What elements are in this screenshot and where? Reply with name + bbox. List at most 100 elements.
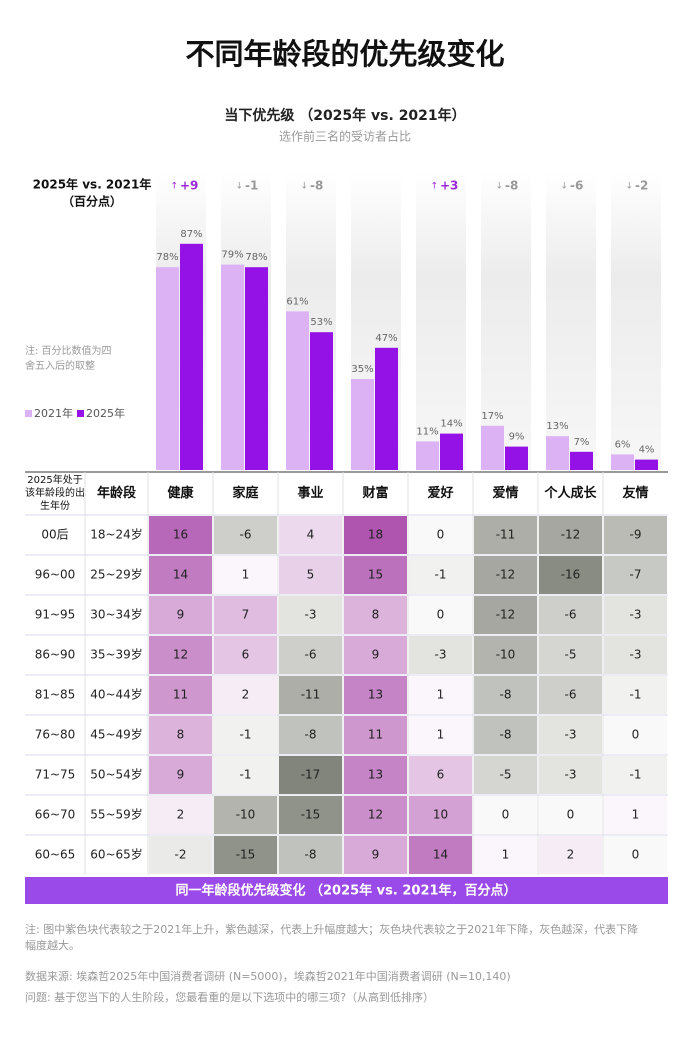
cell: -15 [301, 808, 321, 822]
heat-cell [279, 676, 342, 714]
cell: 2 [567, 848, 575, 862]
cell: -3 [565, 768, 577, 782]
cell: 0 [437, 608, 445, 622]
heat-cell [344, 516, 407, 554]
heat-cell [344, 556, 407, 594]
change-label: -8 [505, 179, 518, 193]
cell: 71~75 [35, 768, 76, 782]
bar [286, 311, 309, 470]
cell: -8 [500, 728, 512, 742]
heat-cell [409, 636, 472, 674]
cell: 14 [173, 568, 188, 582]
change-arrow: ↑ [170, 182, 178, 192]
heat-cell [344, 596, 407, 634]
column-background [546, 172, 596, 470]
heat-cell [539, 516, 602, 554]
cell: -12 [561, 528, 581, 542]
value-label: 17% [481, 411, 503, 422]
cell: 30~34岁 [90, 607, 143, 622]
cell: 1 [437, 728, 445, 742]
heat-cell [604, 556, 667, 594]
cell: 96~00 [35, 568, 76, 582]
heat-cell [149, 676, 212, 714]
cell: 2 [242, 688, 250, 702]
cell: 8 [372, 608, 380, 622]
heat-cell [344, 676, 407, 714]
cell: 9 [177, 768, 185, 782]
cell: -8 [500, 688, 512, 702]
cell: 15 [368, 568, 383, 582]
cell: -3 [305, 608, 317, 622]
value-label: 7% [574, 437, 590, 448]
value-label: 78% [156, 252, 178, 263]
cell: 25~29岁 [90, 567, 143, 582]
heat-cell [409, 756, 472, 794]
cell: 11 [173, 688, 188, 702]
cell: 9 [177, 608, 185, 622]
change-label: -6 [570, 179, 583, 193]
cell: -17 [301, 768, 321, 782]
heat-cell [409, 836, 472, 874]
heat-cell [279, 756, 342, 794]
value-label: 9% [509, 432, 525, 443]
cell: -11 [496, 528, 516, 542]
heat-cell [474, 636, 537, 674]
heat-cell [474, 596, 537, 634]
value-label: 79% [221, 250, 243, 261]
cell: 1 [437, 688, 445, 702]
heat-cell [474, 556, 537, 594]
legend-label: 2025年 [86, 406, 125, 420]
cell: -10 [236, 808, 256, 822]
cell: -8 [305, 848, 317, 862]
cell: 86~90 [35, 648, 76, 662]
heat-cell [214, 756, 277, 794]
cell: -7 [630, 568, 642, 582]
change-arrow: ↓ [625, 182, 633, 192]
value-label: 53% [310, 317, 332, 328]
heat-cell [474, 836, 537, 874]
value-label: 14% [440, 419, 462, 430]
cell: -12 [496, 608, 516, 622]
cell: -1 [435, 568, 447, 582]
change-arrow: ↓ [495, 182, 503, 192]
value-label: 6% [615, 439, 631, 450]
bar [570, 451, 593, 470]
cell: 10 [433, 808, 448, 822]
column-background [611, 172, 661, 470]
cell: -1 [240, 768, 252, 782]
cell: -10 [496, 648, 516, 662]
heat-cell [279, 716, 342, 754]
cell: -12 [496, 568, 516, 582]
heat-cell [409, 676, 472, 714]
heat-cell [539, 796, 602, 834]
cell: -5 [500, 768, 512, 782]
footnote: 问题: 基于您当下的人生阶段，您最看重的是以下选项中的哪三项?（从高到低排序） [25, 991, 435, 1004]
heat-cell [149, 636, 212, 674]
footnote: 注: 图中紫色块代表较之于2021年上升，紫色越深，代表上升幅度越大；灰色块代表… [25, 923, 639, 952]
heat-cell [344, 636, 407, 674]
value-label: 13% [546, 421, 568, 432]
cell: 81~85 [35, 688, 76, 702]
heat-cell [149, 756, 212, 794]
heat-cell [474, 796, 537, 834]
cell: 9 [372, 648, 380, 662]
heat-cell [279, 796, 342, 834]
bar [351, 379, 374, 470]
cell: 16 [173, 528, 188, 542]
bar [611, 454, 634, 470]
heat-cell [409, 556, 472, 594]
cell: -6 [240, 528, 252, 542]
heat-cell [344, 716, 407, 754]
header-cell: 健康 [167, 485, 194, 501]
heat-cell [539, 596, 602, 634]
heat-cell [604, 596, 667, 634]
heat-cell [604, 516, 667, 554]
heat-cell [409, 516, 472, 554]
heat-cell [539, 636, 602, 674]
cell: 1 [632, 808, 640, 822]
cell: 0 [632, 728, 640, 742]
cell: 76~80 [35, 728, 76, 742]
cell: 60~65岁 [90, 847, 143, 862]
